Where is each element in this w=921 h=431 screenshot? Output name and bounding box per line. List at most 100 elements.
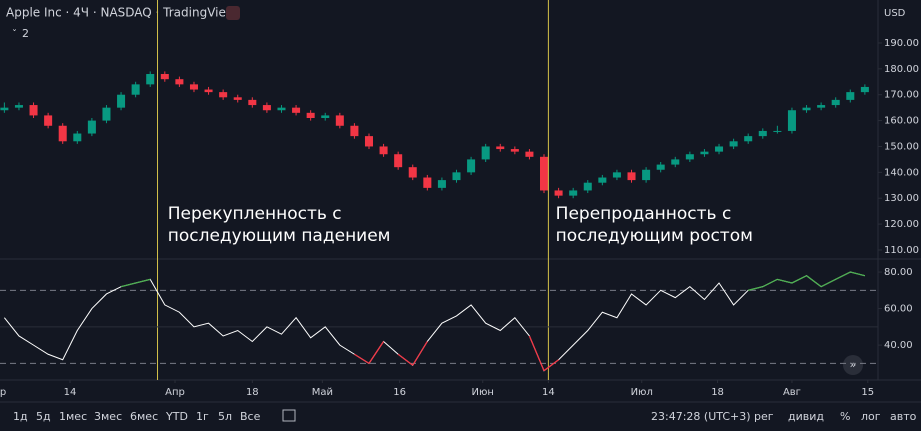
rsi-zone-segment	[850, 271, 866, 277]
candle-body	[758, 130, 767, 137]
candle-body	[306, 112, 315, 119]
rsi-zone-segment	[528, 335, 545, 371]
candle-body	[335, 115, 344, 126]
rsi-zone-segment	[820, 278, 836, 288]
x-tick-label: 14	[542, 387, 555, 398]
scroll-button[interactable]	[843, 355, 863, 375]
candle-body	[131, 84, 140, 95]
rsi-zone-segment	[835, 271, 851, 280]
range-button[interactable]: 1д	[13, 410, 28, 423]
currency[interactable]: USD	[884, 8, 906, 19]
indicator-count[interactable]: 2	[22, 27, 29, 40]
candle-body	[350, 125, 359, 137]
candle-body	[321, 115, 330, 119]
range-button[interactable]: 5л	[218, 410, 232, 423]
option-button[interactable]: рег	[754, 410, 774, 423]
range-button[interactable]: 5д	[36, 410, 51, 423]
candle-body	[802, 107, 811, 111]
candle-body	[700, 151, 709, 155]
candle-body	[146, 74, 155, 85]
candle-body	[437, 180, 446, 188]
x-tick-label: Май	[312, 387, 333, 398]
rsi-zone-segment	[762, 278, 778, 288]
annotation: последующим падением	[168, 226, 391, 246]
option-button[interactable]: авто	[890, 410, 917, 423]
candle-body	[408, 167, 417, 178]
candle-body	[87, 120, 96, 134]
candle-body	[671, 159, 680, 165]
option-button[interactable]: дивид	[788, 410, 824, 423]
symbol-title[interactable]: Apple Inc · 4Ч · NASDAQ · TradingView	[6, 6, 236, 20]
range-button[interactable]: 6мес	[130, 410, 158, 423]
candle-body	[102, 107, 111, 121]
option-button[interactable]: %	[840, 410, 850, 423]
range-button[interactable]: Все	[240, 410, 261, 423]
candle-body	[729, 141, 738, 147]
candle-body	[496, 146, 505, 150]
x-tick-label: Июн	[472, 387, 494, 398]
annotation: Перепроданность с	[556, 204, 732, 224]
y-tick-label: 40.00	[884, 340, 913, 351]
x-tick-label: 15	[861, 387, 874, 398]
candle-body	[569, 190, 578, 196]
scroll-icon: »	[850, 358, 857, 371]
candle-body	[817, 105, 826, 108]
candle-body	[364, 136, 374, 147]
chevron[interactable]: ˇ	[12, 28, 17, 40]
rsi-zone-segment	[412, 341, 428, 366]
candle-body	[73, 133, 82, 142]
candle-body	[204, 89, 213, 93]
candle-body	[14, 105, 23, 108]
candle-body	[481, 146, 490, 160]
range-button[interactable]: YTD	[165, 410, 188, 423]
y-tick-label: 190.00	[884, 38, 919, 49]
rsi-zone-segment	[368, 341, 385, 364]
candle-body	[175, 79, 184, 85]
candle-body	[379, 146, 388, 155]
candle-body	[44, 115, 53, 126]
rsi-zone-segment	[777, 278, 793, 284]
candle-body	[248, 99, 257, 106]
range-button[interactable]: 1г	[196, 410, 209, 423]
y-tick-label: 170.00	[884, 90, 919, 101]
range-button[interactable]: 3мес	[94, 410, 122, 423]
candle-body	[744, 136, 753, 142]
candle-body	[233, 97, 242, 100]
y-tick-label: 110.00	[884, 245, 919, 256]
x-tick-label: Авг	[783, 387, 801, 398]
range-button[interactable]: 1мес	[59, 410, 87, 423]
status-icon[interactable]	[226, 6, 240, 20]
x-tick-label: 14	[64, 387, 77, 398]
annotation: Перекупленность с	[168, 204, 342, 224]
x-tick-label: 16	[393, 387, 406, 398]
candle-body	[189, 84, 198, 90]
y-tick-label: 140.00	[884, 167, 919, 178]
y-tick-label: 180.00	[884, 64, 919, 75]
candle-body	[219, 92, 228, 98]
clock[interactable]: 23:47:28 (UTC+3)	[651, 410, 751, 423]
y-tick-label: 120.00	[884, 219, 919, 230]
rsi-zone-segment	[748, 286, 763, 291]
candle-body	[627, 172, 636, 181]
annotation: последующим ростом	[556, 226, 753, 246]
x-tick-label: Июл	[631, 387, 653, 398]
option-button[interactable]: лог	[861, 410, 881, 423]
date-range-icon[interactable]	[282, 409, 296, 422]
rsi-zone-segment	[354, 353, 370, 364]
candle-body	[612, 172, 621, 178]
candle-body	[787, 110, 796, 131]
y-tick-label: 60.00	[884, 304, 913, 315]
candle-body	[29, 105, 38, 116]
candle-body	[292, 107, 301, 113]
rsi-zone-segment	[120, 282, 136, 288]
rsi-zone-segment	[543, 359, 559, 372]
rsi-zone-segment	[791, 275, 807, 284]
candle-body	[467, 159, 476, 173]
candle-body	[860, 86, 869, 93]
candle-body	[452, 172, 461, 181]
y-tick-label: 130.00	[884, 193, 919, 204]
candle-body	[831, 99, 840, 106]
x-tick-label: 18	[246, 387, 259, 398]
candle-body	[539, 156, 549, 191]
